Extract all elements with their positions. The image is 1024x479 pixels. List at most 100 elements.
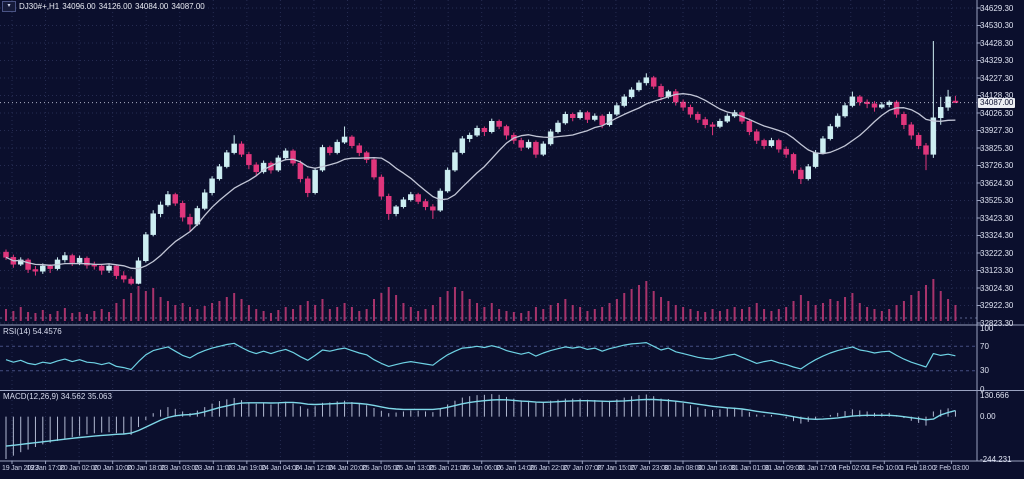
price-axis-label: 33927.30 <box>980 126 1014 135</box>
candle <box>459 138 466 153</box>
volume-bar <box>623 293 626 321</box>
volume-bar <box>682 307 685 321</box>
rsi-axis-label: 70 <box>980 341 989 351</box>
time-axis-label: 20 Jan 10:00 <box>93 465 132 472</box>
price-axis-label: 34227.30 <box>980 73 1014 83</box>
volume-bar <box>932 279 935 321</box>
time-axis-label: 26 Jan 22:00 <box>529 465 568 472</box>
volume-bar <box>939 291 942 321</box>
volume-bar <box>321 299 324 321</box>
moving-average-line <box>5 93 956 270</box>
volume-bar <box>917 291 920 321</box>
candle <box>246 154 252 166</box>
price-axis-label: 34128.30 <box>980 91 1014 100</box>
chart-menu-icon[interactable]: ▾ <box>2 1 16 12</box>
macd-axis-label: -244.231 <box>980 454 1012 464</box>
candle <box>253 164 259 173</box>
volume-bar <box>115 303 118 321</box>
volume-bar <box>211 303 214 321</box>
volume-bar <box>41 310 44 321</box>
candle <box>746 121 753 132</box>
candle <box>658 86 664 98</box>
volume-bar <box>895 305 898 321</box>
candle <box>776 140 782 150</box>
volume-bar <box>542 309 545 321</box>
candle <box>172 194 179 204</box>
volume-bar <box>873 309 876 321</box>
candle <box>121 275 127 280</box>
volume-bar <box>836 301 839 321</box>
candle <box>260 162 267 173</box>
high-value: 34126.00 <box>98 2 132 11</box>
time-axis-label: 27 Jan 15:00 <box>596 465 635 472</box>
volume-bar <box>269 313 272 321</box>
candle <box>422 201 429 207</box>
volume-bar <box>49 314 52 321</box>
candle <box>106 265 112 271</box>
volume-bar <box>5 309 7 321</box>
candle <box>393 206 399 214</box>
time-axis-label: 24 Jan 12:00 <box>294 465 333 472</box>
candle <box>886 101 892 105</box>
macd-axis-label: 0.00 <box>980 412 996 422</box>
time-axis-label: 24 Jan 20:00 <box>328 465 367 472</box>
volume-bar <box>395 295 398 321</box>
time-axis-label: 25 Jan 13:00 <box>395 465 434 472</box>
volume-bar <box>814 305 817 321</box>
candle <box>489 121 495 132</box>
candle <box>695 114 701 120</box>
candle <box>680 101 686 108</box>
volume-bar <box>189 307 191 321</box>
volume-bar <box>203 306 206 321</box>
candle <box>871 103 878 108</box>
volume-bar <box>733 307 736 321</box>
volume-bar <box>27 312 30 321</box>
candle <box>930 117 937 155</box>
volume-bar <box>358 311 361 321</box>
volume-bar <box>630 289 633 321</box>
volume-bar <box>71 313 74 321</box>
price-axis-label: 33222.30 <box>980 248 1014 258</box>
candle <box>717 121 723 127</box>
candle <box>643 77 650 84</box>
rsi-axis-label: 100 <box>980 323 994 333</box>
candle <box>84 257 90 266</box>
candle <box>378 176 385 197</box>
candle <box>98 265 105 271</box>
time-axis-label: 31 Jan 09:00 <box>764 465 803 472</box>
volume-bar <box>181 303 184 321</box>
volume-bar <box>365 309 368 321</box>
time-axis-label: 23 Jan 19:00 <box>227 465 266 472</box>
close-value: 34087.00 <box>171 2 205 11</box>
volume-bar <box>902 301 905 321</box>
candle <box>305 178 311 194</box>
volume-bar <box>85 314 88 321</box>
volume-bar <box>56 311 59 321</box>
candle <box>297 162 304 180</box>
price-axis-label: 33825.30 <box>980 143 1014 153</box>
time-axis-label: 25 Jan 21:00 <box>429 465 468 472</box>
volume-bar <box>557 303 559 321</box>
volume-bar <box>490 303 493 321</box>
candle <box>62 255 68 261</box>
price-axis-label: 34026.30 <box>980 108 1014 118</box>
volume-bar <box>108 312 111 321</box>
volume-bar <box>586 311 589 321</box>
candle <box>466 134 473 139</box>
candle <box>32 269 39 272</box>
candle <box>783 148 789 155</box>
price-axis-label: 33024.30 <box>980 283 1014 293</box>
candle <box>879 104 885 108</box>
volume-bar <box>534 307 537 321</box>
volume-bar <box>137 286 140 321</box>
current-price-tag: 34087.00 <box>978 97 1016 108</box>
volume-bar <box>696 311 699 321</box>
volume-bar <box>453 287 456 321</box>
price-axis-label: 33123.30 <box>980 266 1014 275</box>
candle <box>356 145 363 153</box>
time-axis-label: 30 Jan 08:00 <box>663 465 703 472</box>
candle <box>834 115 841 127</box>
low-value: 34084.00 <box>135 2 169 11</box>
